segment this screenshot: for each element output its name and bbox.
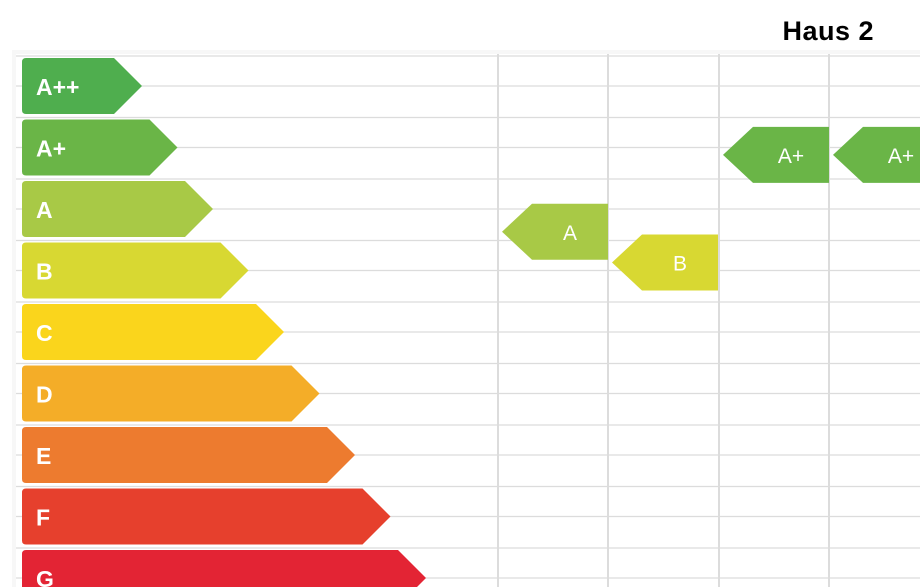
energy-class-arrow — [22, 181, 213, 237]
energy-class-arrow — [22, 304, 284, 360]
energy-class-e: E — [22, 427, 355, 483]
rating-marker-arrow — [502, 203, 608, 260]
energy-class-arrow — [22, 427, 355, 483]
rating-marker-arrow — [612, 234, 718, 291]
rating-marker-a: A — [502, 203, 608, 260]
energy-class-label: A — [36, 197, 53, 223]
energy-class-b: B — [22, 242, 249, 299]
energy-class-label: G — [36, 566, 54, 587]
energy-class-label: F — [36, 505, 50, 531]
energy-class-arrow — [22, 488, 391, 545]
rating-marker-label: B — [673, 253, 687, 276]
rating-markers: A B A+ A+ — [502, 126, 920, 291]
rating-marker-label: A — [563, 222, 577, 245]
energy-class-arrow — [22, 365, 320, 422]
energy-class-arrow — [22, 550, 426, 587]
energy-class-arrow — [22, 58, 142, 114]
energy-class-d: D — [22, 365, 320, 422]
energy-class-g: G — [22, 550, 426, 587]
house-title: Haus 2 — [782, 16, 874, 46]
energy-class-aplus: A+ — [22, 119, 178, 176]
energy-class-label: D — [36, 382, 53, 408]
rating-marker-b: B — [612, 234, 718, 291]
rating-marker-label: A+ — [888, 145, 914, 168]
energy-class-c: C — [22, 304, 284, 360]
rating-marker-arrow — [833, 126, 920, 183]
rating-marker-aplus: A+ — [833, 126, 920, 183]
energy-class-label: A++ — [36, 74, 79, 100]
rating-marker-aplus: A+ — [723, 126, 829, 183]
energy-class-label: B — [36, 259, 53, 285]
energy-class-label: E — [36, 443, 51, 469]
energy-class-label: A+ — [36, 136, 66, 162]
energy-class-aplusplus: A++ — [22, 58, 142, 114]
energy-class-arrow — [22, 242, 249, 299]
rating-marker-arrow — [723, 126, 829, 183]
energy-class-a: A — [22, 181, 213, 237]
energy-class-arrow — [22, 119, 178, 176]
energy-class-scale: A++ A+ A B C D E F G — [22, 58, 426, 587]
energy-class-label: C — [36, 320, 53, 346]
energy-class-f: F — [22, 488, 391, 545]
rating-marker-label: A+ — [778, 145, 804, 168]
